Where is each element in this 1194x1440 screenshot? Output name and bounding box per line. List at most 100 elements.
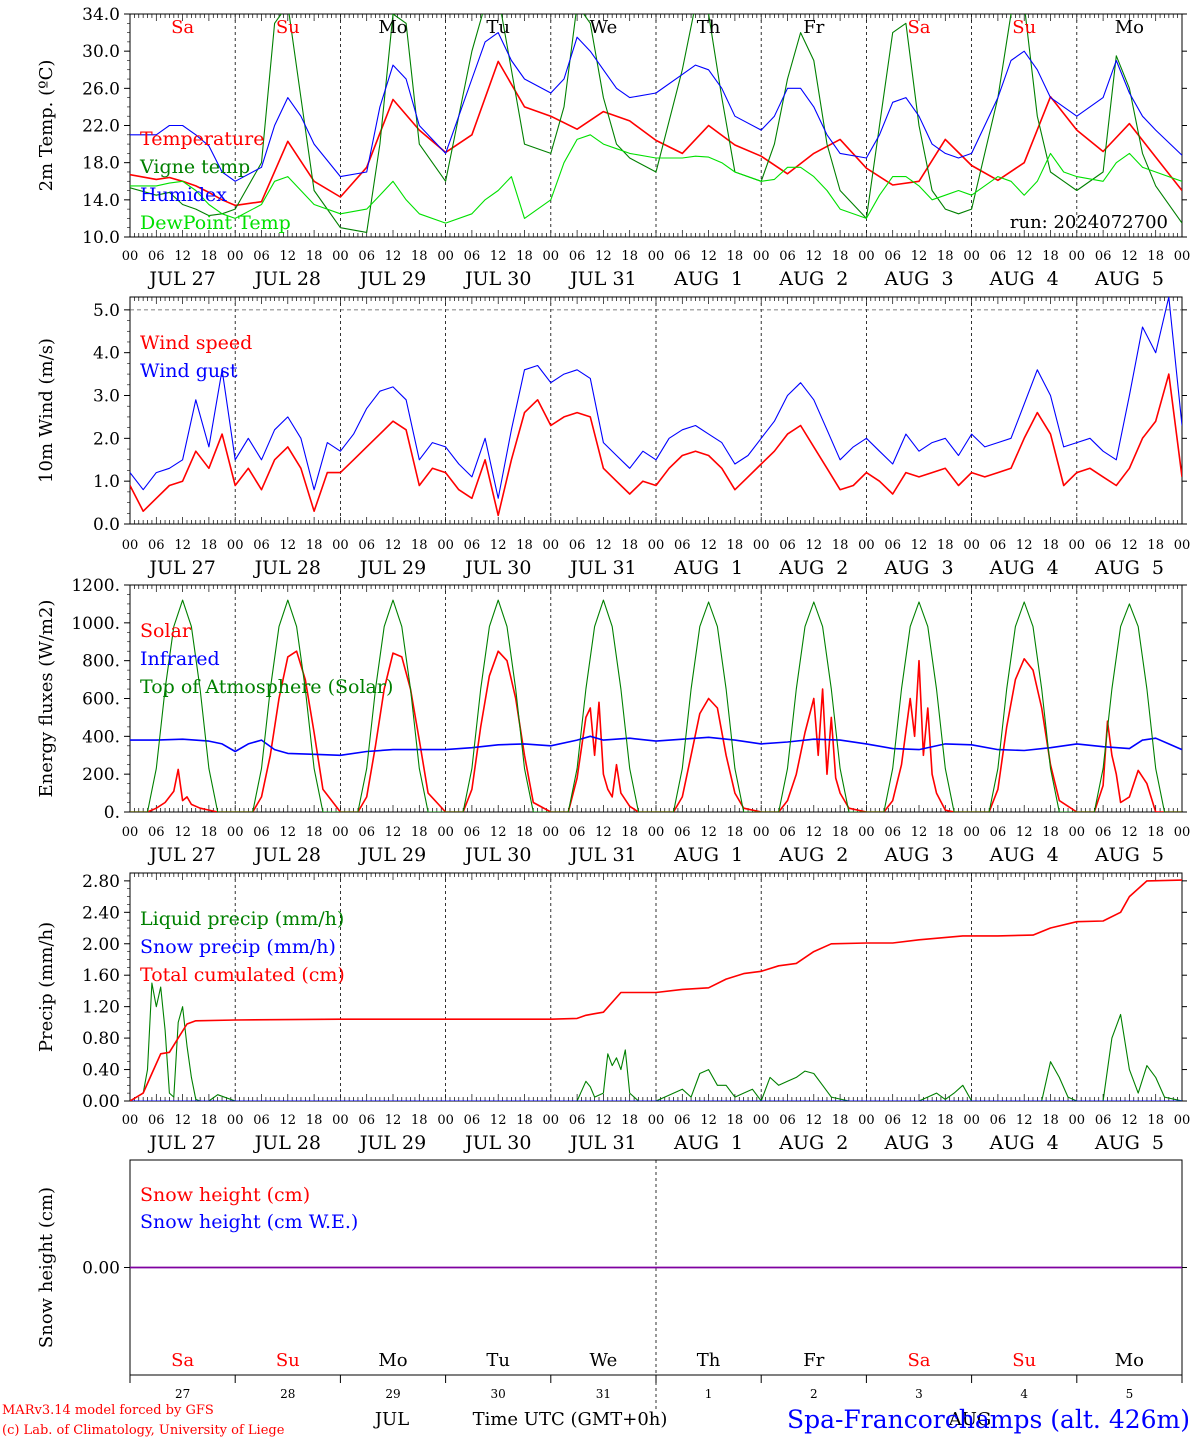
day-name-label: Fr bbox=[803, 17, 824, 38]
hour-tick-label: 12 bbox=[1121, 249, 1138, 264]
day-number-label: 2 bbox=[810, 1387, 818, 1401]
hour-tick-label: 12 bbox=[806, 825, 823, 840]
hour-tick-label: 12 bbox=[174, 825, 191, 840]
hour-tick-label: 00 bbox=[753, 825, 770, 840]
hour-tick-label: 06 bbox=[1095, 825, 1112, 840]
day-name-label: Mo bbox=[378, 17, 407, 38]
date-label: AUG 2 bbox=[778, 844, 848, 866]
hour-tick-label: 00 bbox=[858, 825, 875, 840]
hour-tick-label: 00 bbox=[543, 825, 560, 840]
hour-tick-label: 00 bbox=[963, 1113, 980, 1128]
day-name-label: Su bbox=[276, 1350, 300, 1371]
date-label: AUG 2 bbox=[778, 557, 848, 579]
y-axis-label: Energy fluxes (W/m2) bbox=[36, 600, 57, 798]
y-tick-label: 2.00 bbox=[82, 935, 120, 955]
hour-tick-label: 00 bbox=[753, 1113, 770, 1128]
hour-tick-label: 18 bbox=[937, 825, 954, 840]
hour-tick-label: 18 bbox=[1042, 538, 1059, 553]
hour-tick-label: 12 bbox=[174, 1113, 191, 1128]
date-label: AUG 4 bbox=[989, 1132, 1059, 1154]
hour-tick-label: 18 bbox=[411, 1113, 428, 1128]
hour-tick-label: 12 bbox=[490, 249, 507, 264]
hour-tick-label: 06 bbox=[464, 249, 481, 264]
hour-tick-label: 18 bbox=[516, 538, 533, 553]
date-label: AUG 4 bbox=[989, 557, 1059, 579]
date-label: JUL 28 bbox=[253, 557, 321, 579]
date-label: AUG 2 bbox=[778, 1132, 848, 1154]
date-label: JUL 28 bbox=[253, 844, 321, 866]
date-label: JUL 30 bbox=[463, 1132, 531, 1154]
hour-tick-label: 12 bbox=[700, 249, 717, 264]
hour-tick-label: 12 bbox=[490, 538, 507, 553]
day-name-label: Mo bbox=[1115, 17, 1144, 38]
legend-entry: Total cumulated (cm) bbox=[140, 964, 345, 986]
day-name-label: Mo bbox=[1115, 1350, 1144, 1371]
hour-tick-label: 06 bbox=[569, 1113, 586, 1128]
hour-tick-label: 12 bbox=[174, 249, 191, 264]
y-tick-label: 1.20 bbox=[82, 998, 120, 1018]
y-tick-label: 2.40 bbox=[82, 903, 120, 923]
day-number-label: 27 bbox=[175, 1387, 190, 1401]
series-line-total-cumulated-cm- bbox=[130, 879, 1182, 1101]
date-label: JUL 29 bbox=[358, 557, 426, 579]
hour-tick-label: 12 bbox=[1016, 249, 1033, 264]
hour-tick-label: 18 bbox=[201, 249, 218, 264]
hour-tick-label: 00 bbox=[648, 825, 665, 840]
series-line-infrared bbox=[130, 735, 1182, 757]
hour-tick-label: 06 bbox=[148, 249, 165, 264]
hour-tick-label: 06 bbox=[569, 825, 586, 840]
hour-tick-label: 18 bbox=[201, 538, 218, 553]
y-tick-label: 14.0 bbox=[82, 191, 120, 211]
date-label: JUL 31 bbox=[568, 844, 636, 866]
y-tick-label: 10.0 bbox=[82, 228, 120, 248]
hour-tick-label: 06 bbox=[779, 249, 796, 264]
hour-tick-label: 00 bbox=[1069, 538, 1086, 553]
date-label: JUL 29 bbox=[358, 844, 426, 866]
hour-tick-label: 00 bbox=[227, 1113, 244, 1128]
hour-tick-label: 18 bbox=[411, 825, 428, 840]
legend-entry: Snow height (cm) bbox=[140, 1184, 310, 1206]
series-line-liquid-precip-mm-h- bbox=[130, 982, 1182, 1101]
hour-tick-label: 06 bbox=[1095, 538, 1112, 553]
hour-tick-label: 00 bbox=[648, 1113, 665, 1128]
legend-entry: Wind gust bbox=[140, 360, 238, 382]
hour-tick-label: 18 bbox=[1042, 249, 1059, 264]
hour-tick-label: 06 bbox=[884, 538, 901, 553]
hour-tick-label: 12 bbox=[174, 538, 191, 553]
y-tick-label: 600. bbox=[82, 690, 120, 710]
hour-tick-label: 18 bbox=[621, 538, 638, 553]
date-label: JUL 28 bbox=[253, 1132, 321, 1154]
hour-tick-label: 00 bbox=[1174, 249, 1191, 264]
date-label: AUG 3 bbox=[883, 557, 953, 579]
hour-tick-label: 06 bbox=[358, 249, 375, 264]
series-line-humidex bbox=[130, 32, 1182, 182]
hour-tick-label: 18 bbox=[1042, 1113, 1059, 1128]
hour-tick-label: 18 bbox=[411, 538, 428, 553]
day-number-label: 5 bbox=[1126, 1387, 1134, 1401]
hour-tick-label: 18 bbox=[306, 538, 323, 553]
hour-tick-label: 12 bbox=[385, 825, 402, 840]
series-line-wind-speed bbox=[130, 373, 1182, 517]
legend-entry: Snow height (cm W.E.) bbox=[140, 1211, 358, 1233]
hour-tick-label: 00 bbox=[753, 538, 770, 553]
date-label: AUG 1 bbox=[673, 557, 743, 579]
hour-tick-label: 18 bbox=[306, 1113, 323, 1128]
hour-tick-label: 18 bbox=[621, 825, 638, 840]
hour-tick-label: 18 bbox=[727, 825, 744, 840]
hour-tick-label: 00 bbox=[1174, 538, 1191, 553]
hour-tick-label: 18 bbox=[727, 249, 744, 264]
y-tick-label: 30.0 bbox=[82, 42, 120, 62]
date-label: AUG 4 bbox=[989, 844, 1059, 866]
date-label: JUL 31 bbox=[568, 557, 636, 579]
hour-tick-label: 12 bbox=[1121, 825, 1138, 840]
y-tick-label: 0. bbox=[104, 803, 120, 823]
hour-tick-label: 12 bbox=[911, 538, 928, 553]
y-tick-label: 800. bbox=[82, 652, 120, 672]
y-tick-label: 1.0 bbox=[93, 472, 120, 492]
hour-tick-label: 00 bbox=[122, 1113, 139, 1128]
hour-tick-label: 06 bbox=[779, 1113, 796, 1128]
hour-tick-label: 06 bbox=[884, 1113, 901, 1128]
hour-tick-label: 00 bbox=[227, 538, 244, 553]
y-tick-label: 26.0 bbox=[82, 79, 120, 99]
